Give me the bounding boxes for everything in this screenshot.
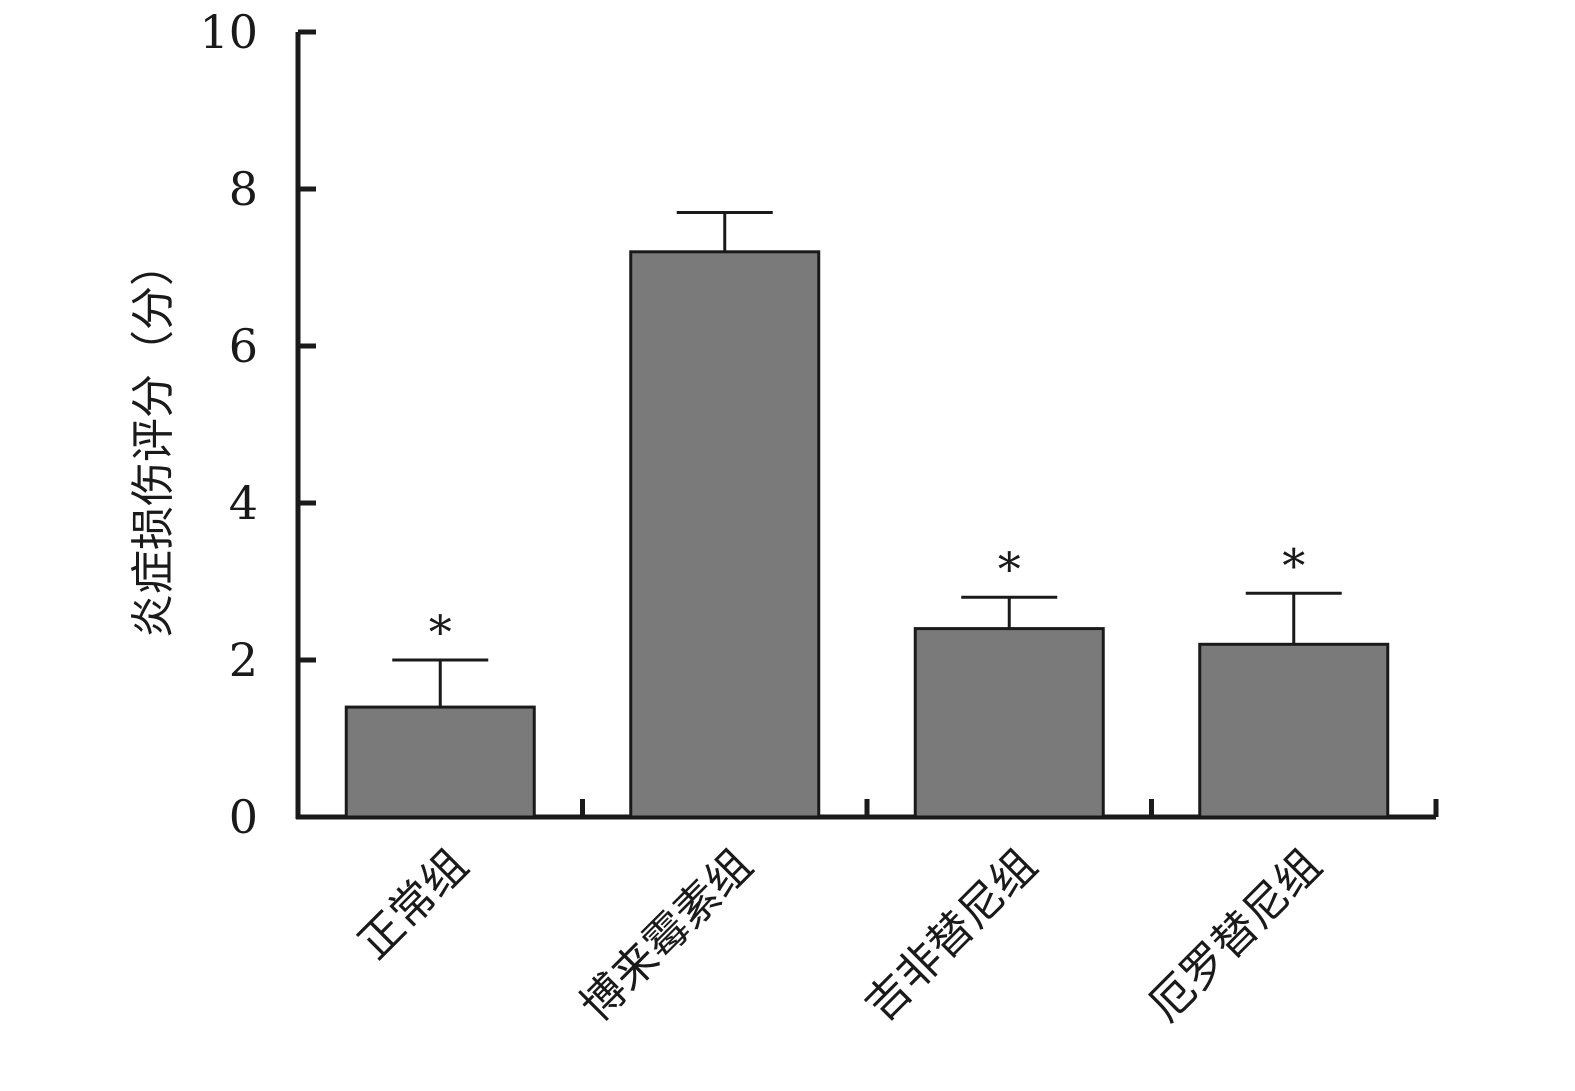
y-tick-label: 4 [229, 476, 258, 530]
bar-3 [913, 627, 1105, 819]
significance-marker: * [1282, 538, 1305, 592]
category-labels: 正常组 博来霉素组 吉非替尼组 厄罗替尼组 [349, 840, 1332, 1032]
significance-marker: * [998, 542, 1021, 596]
y-axis-label: 炎症损伤评分（分） [128, 242, 179, 638]
category-label: 厄罗替尼组 [1140, 840, 1332, 1032]
bar-2 [629, 250, 821, 819]
significance-marker: * [429, 605, 452, 659]
category-label: 正常组 [349, 840, 478, 969]
y-tick-label: 2 [229, 633, 258, 687]
y-tick-label: 0 [229, 790, 258, 844]
y-tick-label: 10 [199, 5, 258, 59]
bar-4 [1198, 642, 1390, 819]
y-axis-label-group: 炎症损伤评分（分） [128, 242, 179, 638]
y-tick-label: 6 [229, 319, 258, 373]
bars: * * * [344, 211, 1390, 819]
bar-1 [344, 705, 536, 819]
category-label: 博来霉素组 [571, 840, 763, 1032]
category-label: 吉非替尼组 [855, 840, 1047, 1032]
y-tick-label: 8 [229, 162, 258, 216]
